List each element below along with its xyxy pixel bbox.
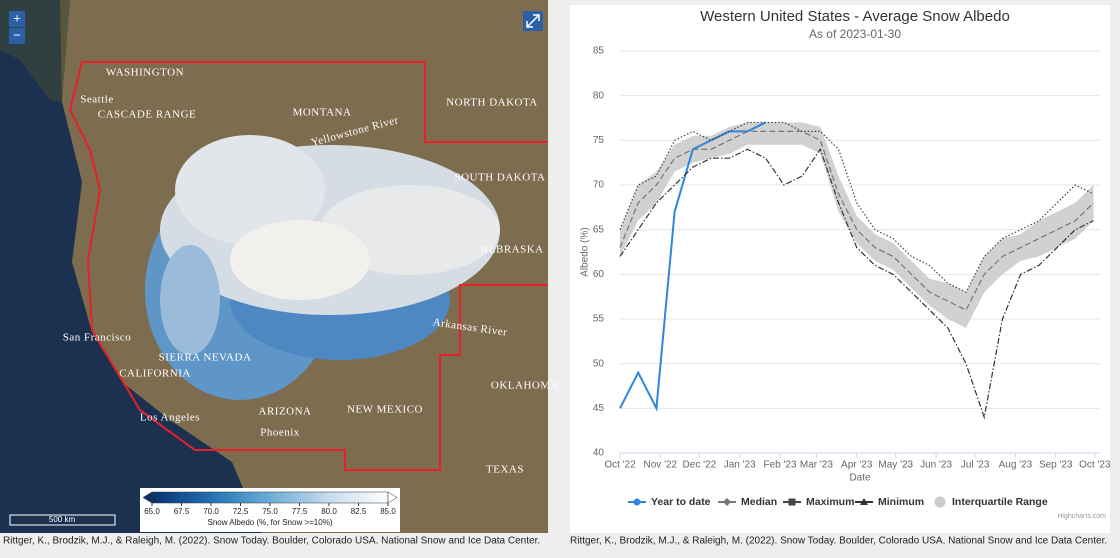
x-tick-label: Jul '23 <box>961 460 990 471</box>
legend-marker <box>934 496 946 508</box>
map-footer <box>0 533 1120 553</box>
fullscreen-button[interactable] <box>523 11 543 31</box>
series-line <box>619 147 1094 420</box>
x-tick-label: Jan '23 <box>724 460 756 471</box>
zoom-out-button[interactable] <box>9 28 25 44</box>
legend-label[interactable]: Median <box>741 496 777 508</box>
colorbar-tick-label: 82.5 <box>351 507 367 516</box>
series-line <box>619 130 1094 311</box>
y-tick-label: 60 <box>593 269 605 280</box>
y-tick-label: 45 <box>593 403 605 414</box>
map-label: WASHINGTON <box>106 67 184 79</box>
y-tick-label: 55 <box>593 314 605 325</box>
x-axis-title: Date <box>849 473 871 484</box>
map-label: MONTANA <box>293 107 352 119</box>
snow-cover <box>145 135 500 400</box>
x-tick-label: Mar '23 <box>800 460 833 471</box>
colorbar-tick-label: 72.5 <box>233 507 249 516</box>
colorbar-tick-label: 77.5 <box>292 507 308 516</box>
zoom-out[interactable]: − <box>13 27 21 42</box>
chart-credit: Rittger, K., Brodzik, M.J., & Raleigh, M… <box>570 536 1107 547</box>
chart-title: Western United States - Average Snow Alb… <box>700 8 1010 25</box>
map-label: ARIZONA <box>259 406 312 418</box>
colorbar-label: Snow Albedo (%, for Snow >=10%) <box>208 518 333 527</box>
map-label: CASCADE RANGE <box>98 109 196 121</box>
map-label: NORTH DAKOTA <box>446 97 538 109</box>
x-tick-label: May '23 <box>878 460 913 471</box>
y-tick-label: 80 <box>593 90 605 101</box>
legend-marker <box>723 498 731 506</box>
iqr-band <box>620 122 1094 328</box>
colorbar: 65.0 67.5 70.0 72.5 75.0 77.5 80.0 82.5 85.0 Snow… <box>142 491 398 527</box>
colorbar-arrow <box>387 491 398 504</box>
y-tick-label: 70 <box>593 180 605 191</box>
x-tick-label: Nov '22 <box>644 460 678 471</box>
colorbar-tick-label: 75.0 <box>262 507 278 516</box>
y-axis-title: Albedo (%) <box>580 227 591 276</box>
colorbar-arrow <box>142 491 153 504</box>
x-tick-label: Oct '23 <box>1079 460 1111 471</box>
map-label: NEW MEXICO <box>347 404 423 416</box>
x-tick-label: Dec '22 <box>683 460 717 471</box>
y-tick-label: 75 <box>593 135 605 146</box>
map-label: San Francisco <box>63 332 132 344</box>
legend-label[interactable]: Maximum <box>806 496 854 508</box>
map-label: CALIFORNIA <box>119 368 191 380</box>
map-label: NEBRASKA <box>480 244 543 256</box>
map-label: TEXAS <box>486 464 524 476</box>
x-tick-label: Sep '23 <box>1039 460 1073 471</box>
scale-label: 500 km <box>49 515 76 524</box>
colorbar-tick-label: 80.0 <box>321 507 337 516</box>
colorbar-tick-label: 67.5 <box>174 507 190 516</box>
legend-marker <box>633 498 641 506</box>
colorbar-tick-label: 65.0 <box>144 507 160 516</box>
map-label: Seattle <box>80 94 113 106</box>
map-label: Los Angeles <box>140 412 200 424</box>
legend-label[interactable]: Year to date <box>651 496 711 508</box>
x-tick-label: Oct '22 <box>604 460 636 471</box>
legend-marker <box>860 498 868 505</box>
chart-panel <box>570 5 1110 533</box>
boundary <box>68 61 548 471</box>
chart-subtitle: As of 2023-01-30 <box>809 27 901 41</box>
colorbar-tick-label: 85.0 <box>380 507 396 516</box>
colorbar-gradient <box>151 491 389 504</box>
map-label: Phoenix <box>260 427 300 439</box>
legend-marker <box>788 498 796 506</box>
colorbar-tick-label: 70.0 <box>203 507 219 516</box>
legend-label[interactable]: Interquartile Range <box>952 496 1048 508</box>
map-label: OKLAHOMA <box>491 380 559 392</box>
y-tick-label: 65 <box>593 224 605 235</box>
x-tick-label: Jun '23 <box>920 460 952 471</box>
map-credit: Rittger, K., Brodzik, M.J., & Raleigh, M… <box>3 536 540 547</box>
x-tick-label: Apr '23 <box>841 460 873 471</box>
zoom-in-button[interactable] <box>9 11 25 27</box>
series-line <box>619 121 1094 293</box>
x-tick-label: Feb '23 <box>763 460 796 471</box>
boundary <box>82 61 548 143</box>
map-label: SOUTH DAKOTA <box>455 172 546 184</box>
highcharts-credit[interactable]: Highcharts.com <box>1057 513 1106 520</box>
y-tick-label: 85 <box>593 46 605 57</box>
zoom-in[interactable]: + <box>13 10 21 25</box>
scale-bar <box>9 514 116 526</box>
y-tick-label: 40 <box>593 448 605 459</box>
x-tick-label: Aug '23 <box>999 460 1033 471</box>
map-label: SIERRA NEVADA <box>159 352 252 364</box>
legend-label[interactable]: Minimum <box>878 496 924 508</box>
y-tick-label: 50 <box>593 358 605 369</box>
